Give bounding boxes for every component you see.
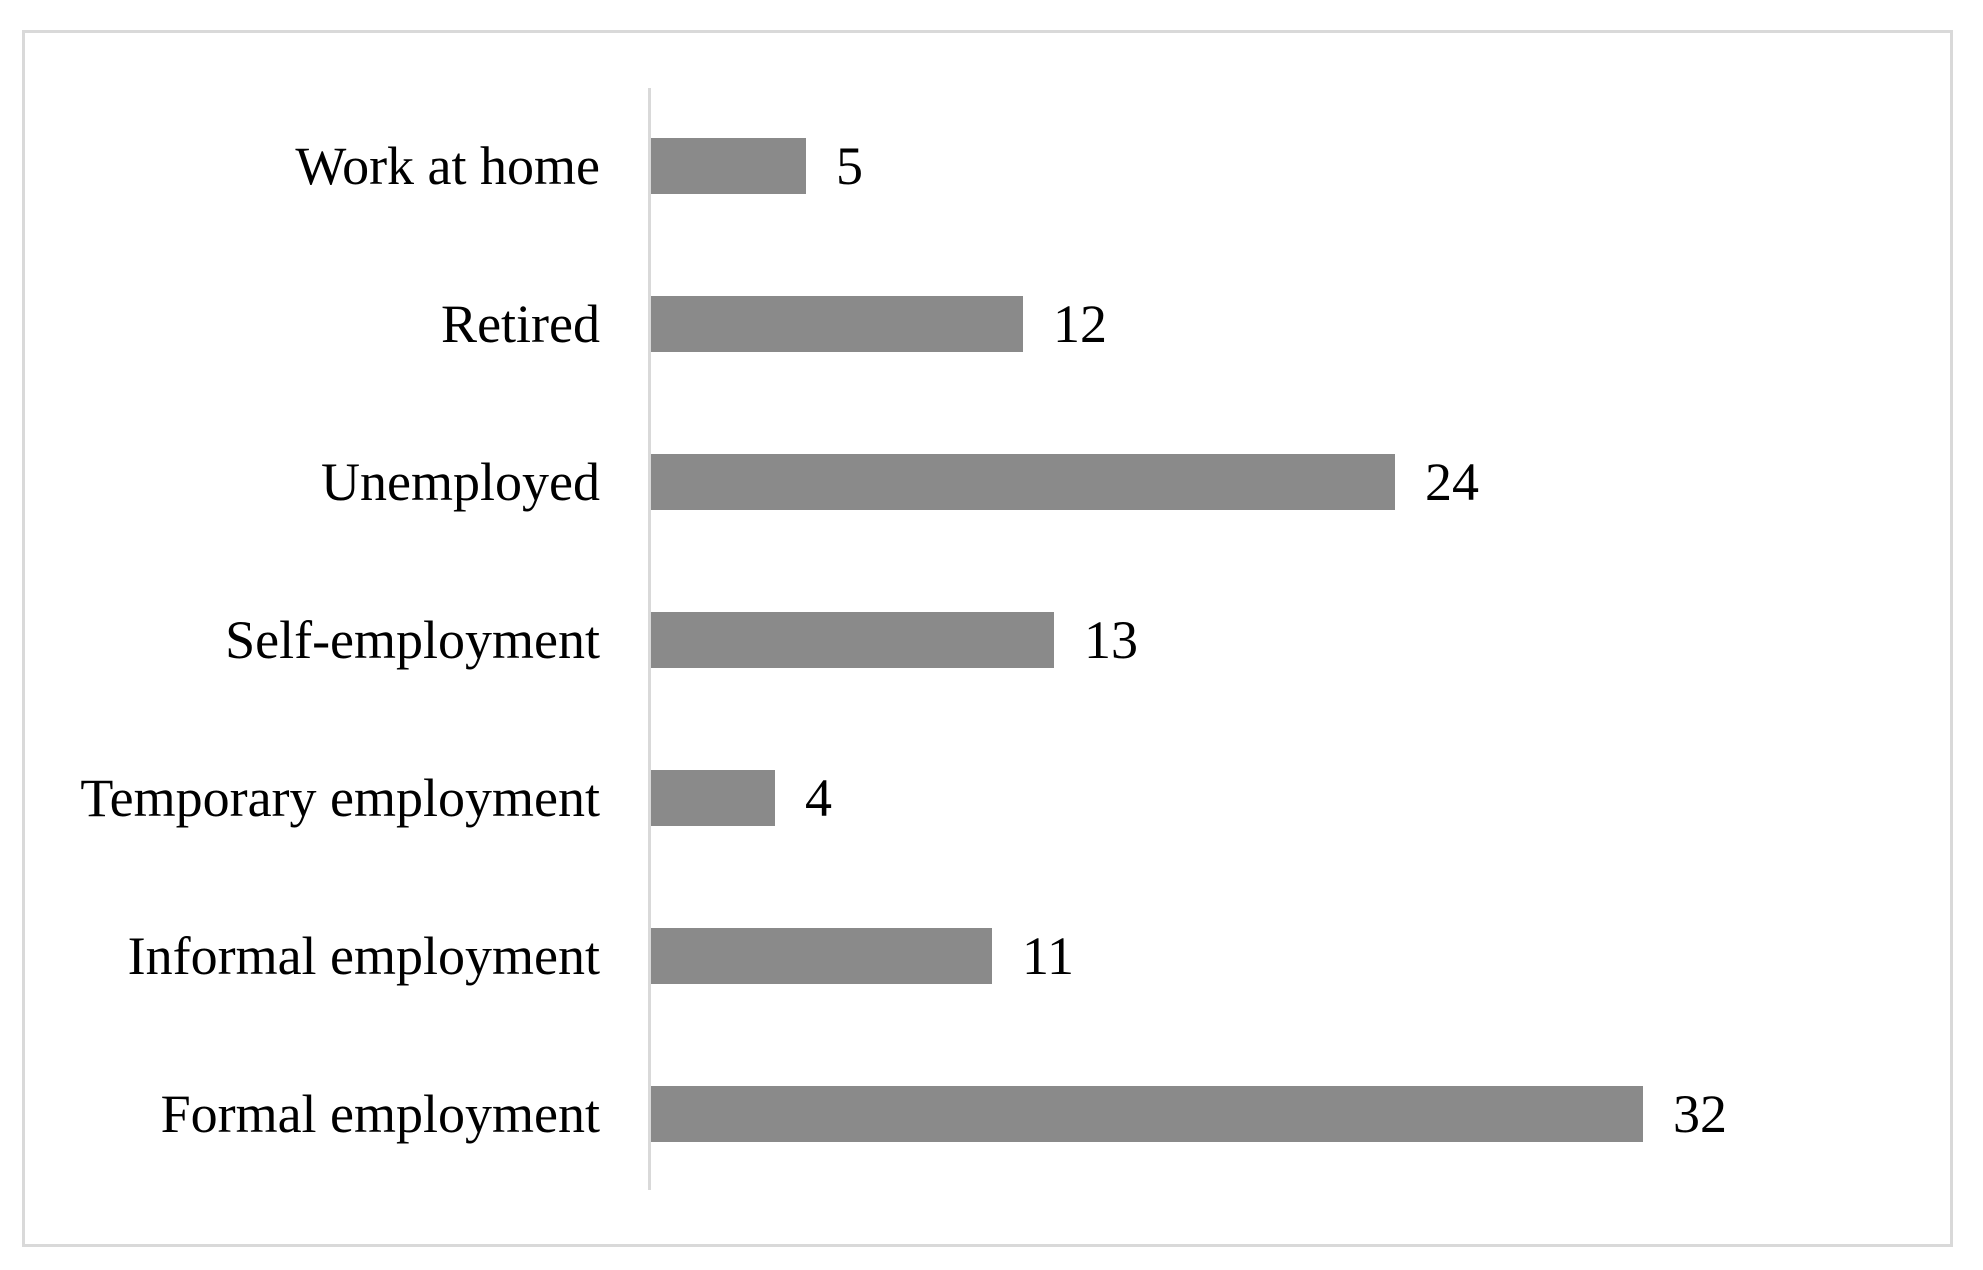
category-label: Formal employment	[160, 1084, 600, 1144]
chart-figure: Work at home 5 Retired 12 Unemployed 24 Self-e…	[22, 30, 1953, 1247]
value-label: 11	[1022, 926, 1074, 986]
bar-row: Formal employment 32	[25, 1074, 1950, 1154]
value-label: 32	[1673, 1084, 1727, 1144]
category-label: Self-employment	[225, 610, 600, 670]
category-label: Temporary employment	[80, 768, 600, 828]
bar	[651, 612, 1054, 668]
bar	[651, 454, 1395, 510]
value-label: 12	[1053, 294, 1107, 354]
category-axis-line	[648, 88, 651, 1190]
category-label: Unemployed	[321, 452, 600, 512]
category-label: Work at home	[295, 136, 600, 196]
value-label: 4	[805, 768, 832, 828]
bar	[651, 296, 1023, 352]
bar-row: Work at home 5	[25, 126, 1950, 206]
category-label: Informal employment	[127, 926, 600, 986]
bar-row: Self-employment 13	[25, 600, 1950, 680]
value-label: 13	[1084, 610, 1138, 670]
bar-row: Unemployed 24	[25, 442, 1950, 522]
bar-row: Temporary employment 4	[25, 758, 1950, 838]
bar	[651, 770, 775, 826]
category-label: Retired	[441, 294, 600, 354]
bar	[651, 1086, 1643, 1142]
bar-row: Retired 12	[25, 284, 1950, 364]
bar-row: Informal employment 11	[25, 916, 1950, 996]
value-label: 24	[1425, 452, 1479, 512]
value-label: 5	[836, 136, 863, 196]
bar	[651, 138, 806, 194]
bar	[651, 928, 992, 984]
